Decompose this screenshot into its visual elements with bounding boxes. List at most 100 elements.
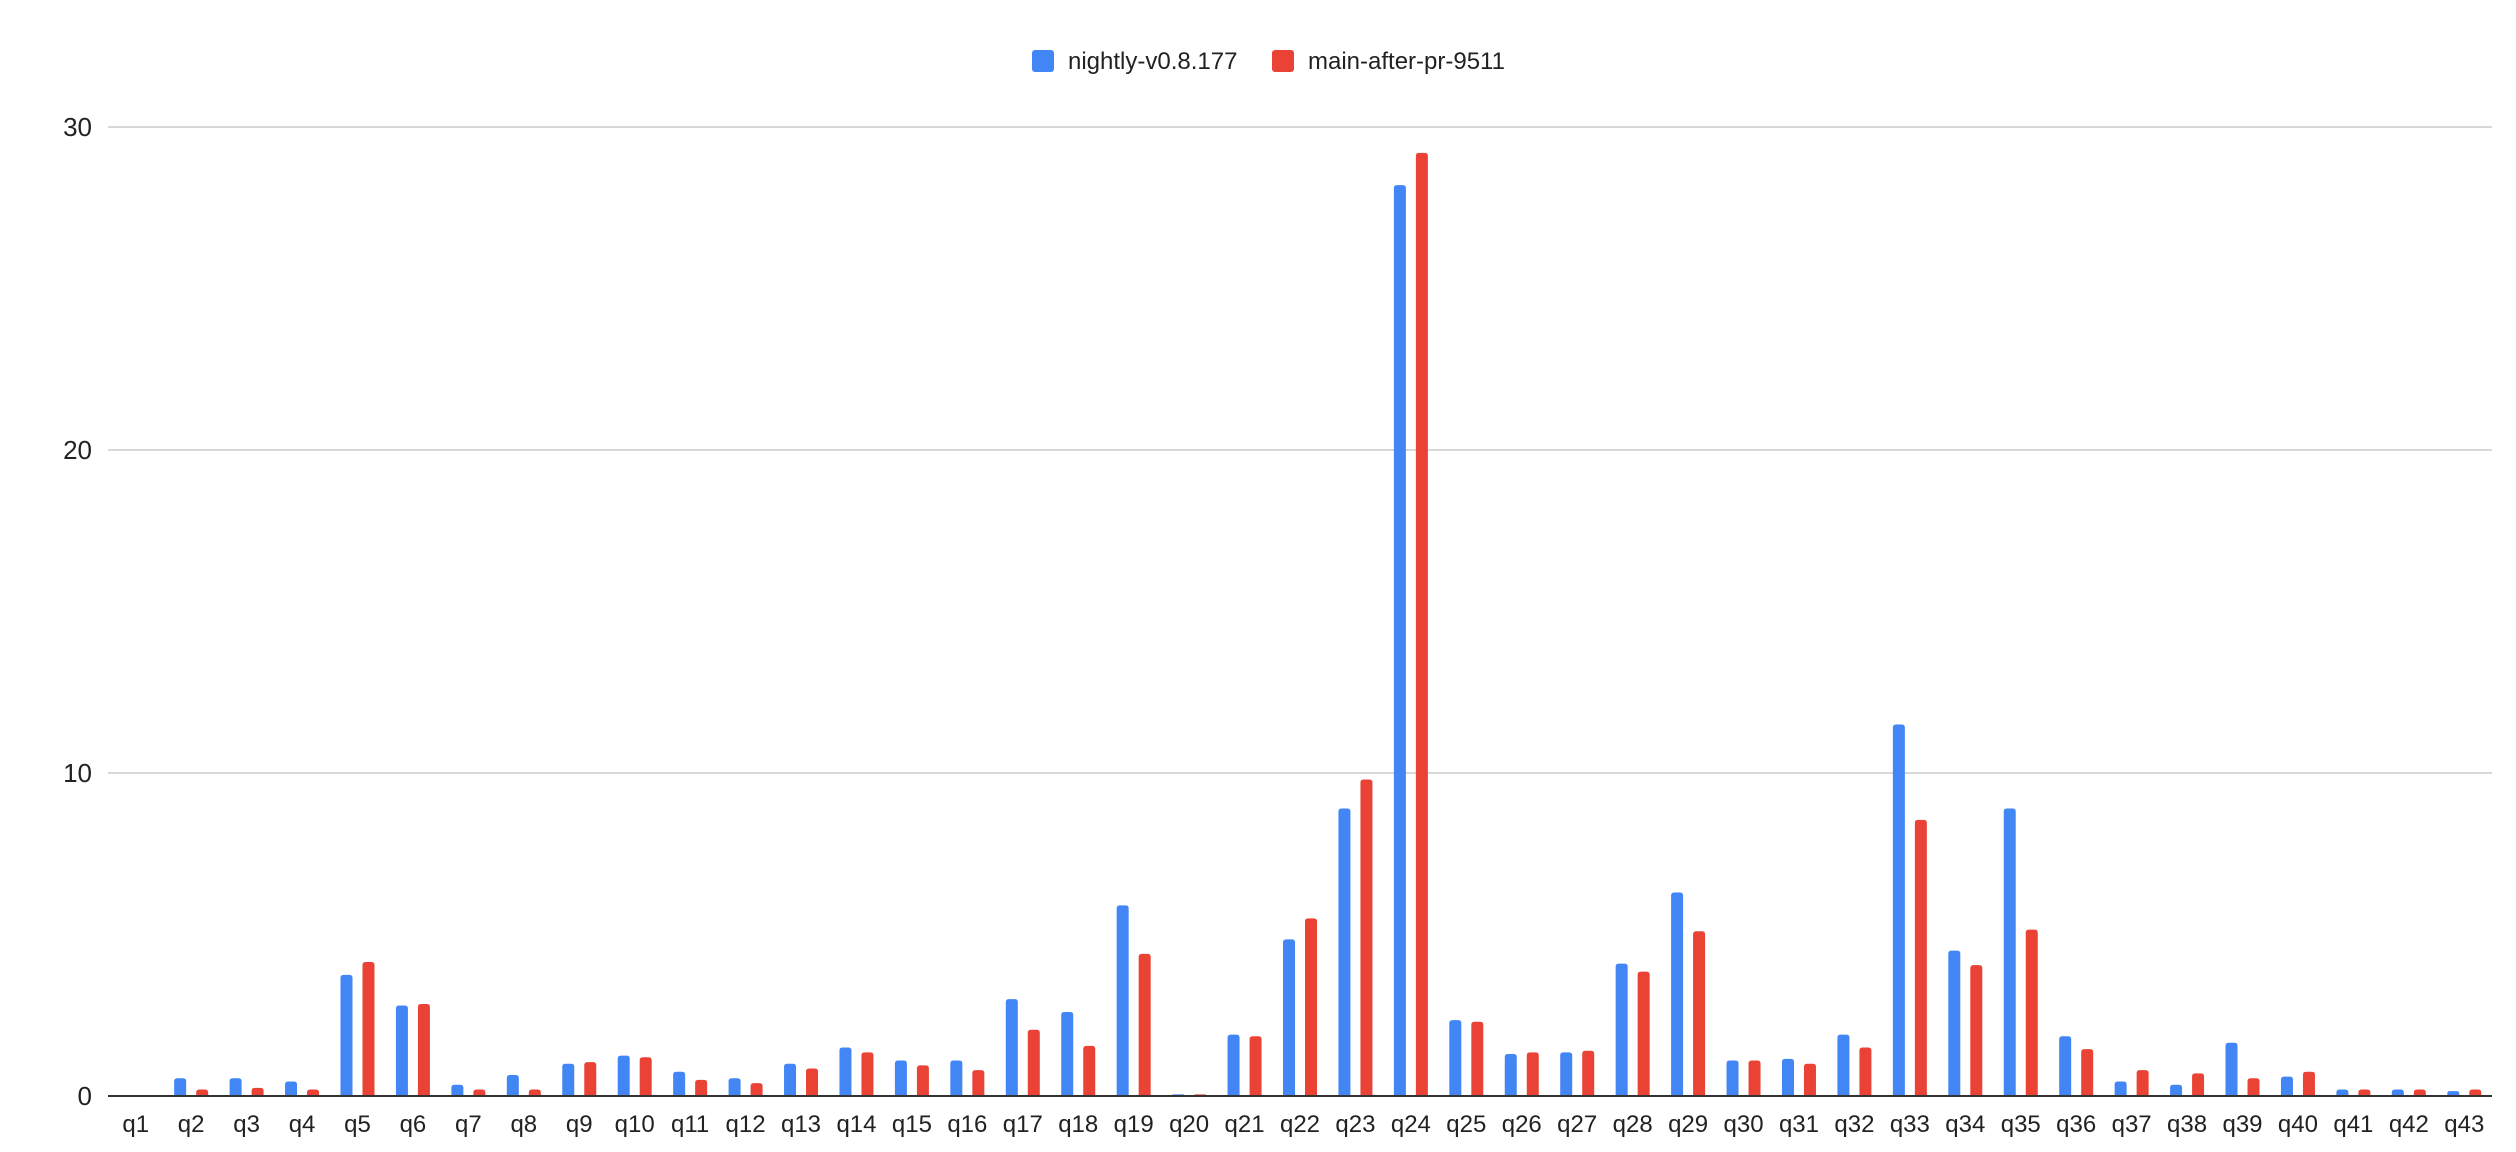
bar-q36-series-1 <box>2059 1036 2072 1096</box>
x-tick-label: q4 <box>289 1111 316 1138</box>
bar-q9-series-1 <box>562 1063 575 1096</box>
bar-q34-series-2 <box>1970 965 1983 1096</box>
bar-q21-series-2 <box>1249 1036 1262 1096</box>
x-tick-label: q35 <box>2001 1111 2041 1138</box>
x-tick-label: q25 <box>1446 1111 1486 1138</box>
x-tick-label: q1 <box>122 1111 149 1138</box>
bar-q21-series-1 <box>1227 1034 1240 1096</box>
x-tick-label: q13 <box>781 1111 821 1138</box>
x-tick-label: q34 <box>1945 1111 1985 1138</box>
bars <box>174 152 2482 1097</box>
x-tick-label: q2 <box>178 1111 205 1138</box>
x-tick-label: q6 <box>400 1111 427 1138</box>
x-tick-label: q21 <box>1225 1111 1265 1138</box>
bar-q15-series-2 <box>916 1065 929 1096</box>
bar-q42-series-2 <box>2413 1089 2426 1096</box>
bar-q16-series-1 <box>950 1060 963 1096</box>
bar-q26-series-1 <box>1504 1054 1517 1096</box>
x-tick-label: q23 <box>1335 1111 1375 1138</box>
bar-q34-series-1 <box>1948 950 1961 1096</box>
bar-q40-series-2 <box>2302 1071 2315 1096</box>
bar-q31-series-1 <box>1781 1058 1794 1096</box>
legend: nightly-v0.8.177 main-after-pr-9511 <box>1032 48 1505 75</box>
bar-q8-series-1 <box>506 1075 519 1096</box>
bar-q5-series-1 <box>340 974 353 1096</box>
bar-q7-series-2 <box>473 1089 486 1096</box>
x-tick-label: q24 <box>1391 1111 1431 1138</box>
x-tick-label: q37 <box>2112 1111 2152 1138</box>
x-tick-label: q42 <box>2389 1111 2429 1138</box>
x-tick-label: q3 <box>233 1111 260 1138</box>
y-tick-label: 10 <box>63 758 92 788</box>
x-tick-label: q41 <box>2333 1111 2373 1138</box>
bar-q30-series-2 <box>1748 1060 1761 1096</box>
bar-q14-series-1 <box>839 1047 852 1096</box>
x-tick-label: q16 <box>947 1111 987 1138</box>
x-tick-label: q14 <box>836 1111 876 1138</box>
legend-label-series-1: nightly-v0.8.177 <box>1068 48 1237 75</box>
bar-q3-series-2 <box>251 1087 264 1096</box>
x-tick-label: q40 <box>2278 1111 2318 1138</box>
bar-q11-series-1 <box>673 1071 686 1096</box>
bar-q43-series-1 <box>2447 1091 2460 1096</box>
x-tick-label: q38 <box>2167 1111 2207 1138</box>
bar-q41-series-2 <box>2358 1089 2371 1096</box>
bar-q16-series-2 <box>972 1070 985 1096</box>
bar-q35-series-1 <box>2003 808 2016 1096</box>
x-tick-label: q26 <box>1502 1111 1542 1138</box>
x-tick-label: q22 <box>1280 1111 1320 1138</box>
x-tick-label: q30 <box>1724 1111 1764 1138</box>
bar-q29-series-2 <box>1693 931 1706 1096</box>
bar-q39-series-2 <box>2247 1078 2260 1096</box>
x-tick-label: q11 <box>671 1111 709 1138</box>
y-tick-label: 30 <box>63 112 92 142</box>
y-axis-ticks: 0 10 20 30 <box>63 112 92 1111</box>
bar-q30-series-1 <box>1726 1060 1739 1096</box>
x-tick-label: q39 <box>2222 1111 2262 1138</box>
bar-q23-series-1 <box>1338 808 1351 1096</box>
x-axis-labels: q1 q2 q3 q4 q5 q6 q7 q8 q9 q10 q11 q12 q13 q14 q15 q16 q… <box>122 1111 2484 1138</box>
x-tick-label: q31 <box>1779 1111 1819 1138</box>
bar-q36-series-2 <box>2081 1049 2094 1096</box>
x-tick-label: q15 <box>892 1111 932 1138</box>
bar-q15-series-1 <box>894 1060 907 1096</box>
bar-q2-series-1 <box>174 1078 187 1096</box>
bar-q23-series-2 <box>1360 779 1373 1096</box>
bar-q4-series-1 <box>285 1081 298 1096</box>
x-tick-label: q43 <box>2444 1111 2484 1138</box>
bar-q27-series-2 <box>1582 1050 1595 1096</box>
bar-q18-series-2 <box>1083 1045 1096 1096</box>
bar-q28-series-2 <box>1637 971 1650 1096</box>
bar-q28-series-1 <box>1615 963 1628 1096</box>
x-tick-label: q28 <box>1613 1111 1653 1138</box>
bar-q5-series-2 <box>362 961 375 1096</box>
bar-q41-series-1 <box>2336 1089 2349 1096</box>
x-tick-label: q32 <box>1834 1111 1874 1138</box>
bar-q18-series-1 <box>1061 1012 1074 1096</box>
x-tick-label: q20 <box>1169 1111 1209 1138</box>
bar-q38-series-2 <box>2192 1073 2205 1096</box>
bar-q8-series-2 <box>528 1089 541 1096</box>
bar-q38-series-1 <box>2170 1084 2183 1096</box>
bar-q29-series-1 <box>1671 892 1684 1096</box>
bar-q4-series-2 <box>307 1089 320 1096</box>
legend-swatch-series-2 <box>1272 50 1294 72</box>
bar-q19-series-1 <box>1116 905 1129 1096</box>
bar-q12-series-1 <box>728 1078 741 1096</box>
x-tick-label: q12 <box>726 1111 766 1138</box>
bar-q24-series-1 <box>1393 185 1406 1096</box>
x-tick-label: q33 <box>1890 1111 1930 1138</box>
x-tick-label: q7 <box>455 1111 482 1138</box>
bar-q22-series-1 <box>1283 939 1295 1096</box>
bar-q27-series-1 <box>1560 1052 1573 1096</box>
legend-swatch-series-1 <box>1032 50 1054 72</box>
bar-q22-series-2 <box>1305 918 1317 1096</box>
bar-q6-series-1 <box>395 1005 408 1096</box>
x-tick-label: q19 <box>1114 1111 1154 1138</box>
bar-q32-series-2 <box>1859 1047 1872 1096</box>
y-tick-label: 0 <box>78 1081 92 1111</box>
bar-q9-series-2 <box>584 1062 597 1096</box>
bar-q17-series-1 <box>1005 999 1018 1096</box>
bar-q13-series-1 <box>784 1063 797 1096</box>
